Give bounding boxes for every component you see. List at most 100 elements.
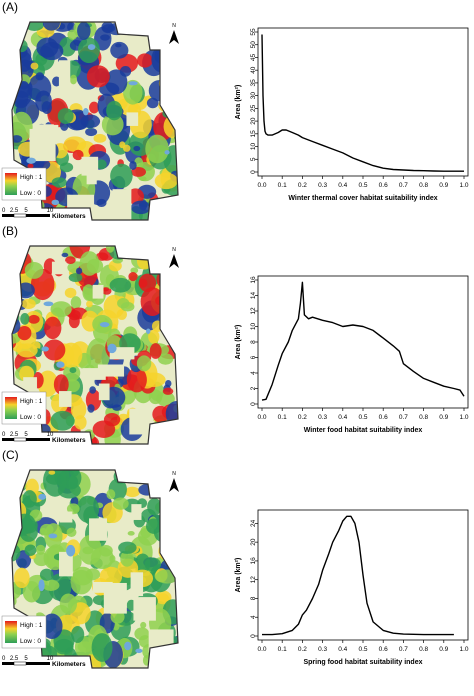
x-tick-label: 0.0 (257, 414, 266, 421)
map-water (100, 322, 110, 327)
map-patch (119, 141, 125, 148)
map-water (44, 302, 54, 307)
y-axis-label: Area (km²) (235, 325, 242, 360)
map-patch (141, 287, 165, 316)
map-block (38, 125, 59, 136)
map-patch (60, 593, 77, 614)
map-patch (168, 50, 183, 60)
map-water (38, 494, 46, 500)
map-patch (36, 545, 45, 555)
map-patch (164, 298, 179, 312)
y-tick-label: 16 (250, 276, 257, 284)
map-patch (86, 301, 93, 308)
plot-frame (258, 276, 468, 408)
map-patch (67, 30, 77, 40)
map-patch (140, 622, 146, 628)
map-water (135, 649, 142, 653)
map-patch (74, 415, 86, 429)
map-patch (17, 52, 32, 72)
map-patch (4, 285, 22, 304)
map-patch (158, 199, 165, 209)
map-patch (138, 279, 147, 288)
map-patch (70, 367, 77, 373)
map-block (93, 582, 113, 593)
y-tick-label: 16 (250, 557, 257, 565)
map-block (126, 112, 138, 126)
x-axis-label: Spring food habitat suitability index (303, 659, 422, 666)
map-water (107, 344, 116, 354)
map-patch (125, 23, 136, 34)
map-patch (80, 115, 100, 129)
map-patch (110, 278, 132, 293)
scale-tick: 5 (24, 656, 28, 662)
map-patch (175, 558, 185, 565)
y-tick-label: 20 (250, 117, 257, 125)
x-tick-label: 0.9 (439, 182, 448, 189)
map-patch (28, 425, 40, 433)
map-patch (159, 295, 177, 312)
map-patch (152, 657, 163, 670)
map-patch (2, 17, 24, 43)
map-patch (164, 540, 181, 564)
scale-unit: Kilometers (52, 437, 86, 444)
map-patch (117, 298, 129, 308)
series-line (262, 35, 464, 172)
map-block (149, 629, 174, 652)
map-patch (51, 411, 75, 431)
map-patch (70, 75, 77, 85)
map-patch (166, 533, 179, 543)
x-tick-label: 0.2 (298, 182, 307, 189)
map-patch (11, 521, 20, 530)
y-axis-label: Area (km²) (235, 85, 242, 120)
x-tick-label: 0.9 (439, 646, 448, 653)
x-tick-label: 0.3 (318, 646, 327, 653)
north-label: N (172, 471, 176, 477)
north-arrow-shape (169, 478, 179, 492)
map-patch (149, 203, 165, 218)
map-patch (60, 162, 73, 172)
map-patch (157, 471, 164, 479)
y-tick-label: 0 (250, 634, 257, 638)
map-block (129, 409, 148, 435)
map-patch (92, 633, 113, 662)
map-patch (51, 301, 72, 317)
map-block (131, 504, 141, 520)
y-tick-label: 4 (250, 615, 257, 619)
x-tick-label: 0.3 (318, 182, 327, 189)
series-line (262, 282, 464, 400)
map-patch (118, 542, 136, 554)
map-patch (65, 256, 76, 264)
map-patch (162, 109, 174, 118)
map-patch (4, 79, 18, 90)
map-water (83, 108, 89, 115)
map-water (48, 534, 57, 539)
map-patch (137, 355, 151, 371)
map-water (88, 44, 96, 50)
map-patch (71, 296, 81, 309)
y-tick-label: 25 (250, 104, 257, 112)
map-patch (69, 314, 80, 328)
map-patch (16, 282, 34, 298)
north-label: N (172, 23, 176, 29)
x-tick-label: 0.0 (257, 646, 266, 653)
map-patch (151, 247, 172, 263)
map-patch (39, 528, 47, 536)
map-patch (27, 164, 33, 169)
map-patch (93, 420, 116, 438)
map-patch (121, 467, 128, 475)
scale-unit: Kilometers (52, 213, 86, 220)
y-tick-label: 14 (250, 292, 257, 300)
map-patch (166, 308, 187, 327)
x-tick-label: 0.5 (358, 182, 367, 189)
scale-tick: 0 (2, 432, 6, 438)
map-patch (170, 655, 183, 671)
x-tick-label: 0.4 (338, 646, 347, 653)
scale-seg (2, 214, 14, 217)
map-patch (20, 313, 29, 325)
scale-seg (14, 438, 26, 441)
map-block (59, 391, 72, 407)
